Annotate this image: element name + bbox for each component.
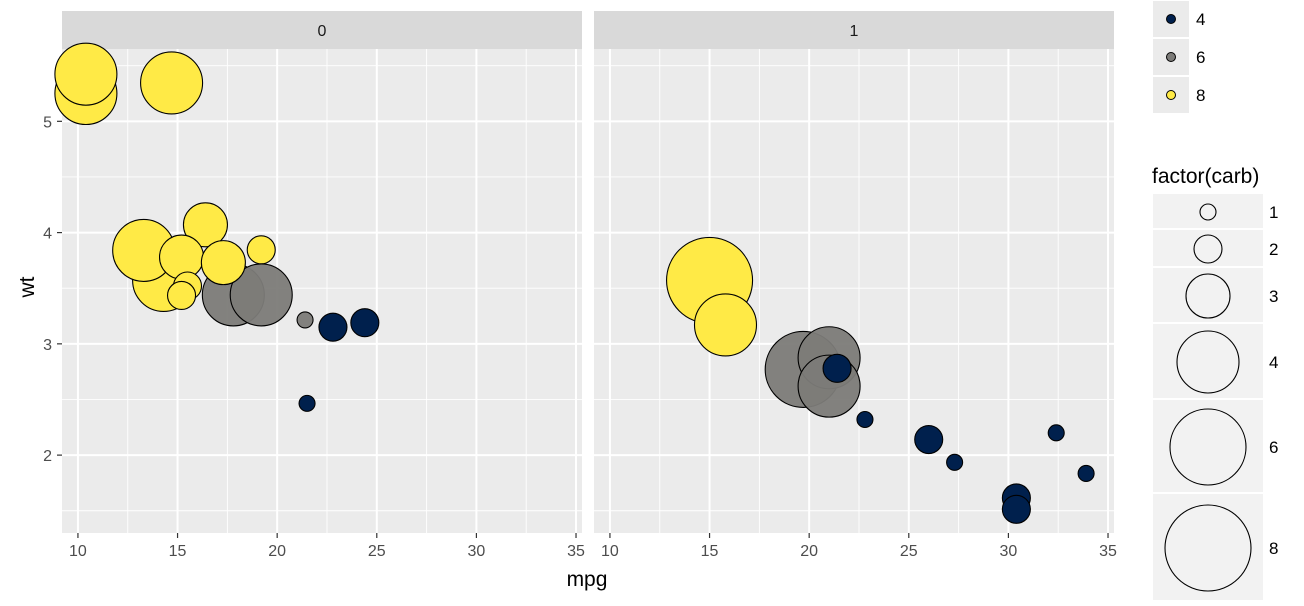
fill-legend-label: 6: [1196, 48, 1205, 67]
points-facet-0: [54, 42, 380, 412]
fill-legend-label: 8: [1196, 86, 1205, 105]
data-point: [350, 308, 380, 338]
data-point: [1001, 494, 1031, 524]
y-axis: 2 3 4 5: [43, 114, 62, 465]
data-point: [318, 312, 348, 342]
x-axis-title: mpg: [567, 568, 608, 591]
x-tick-label: 20: [800, 543, 818, 560]
size-legend-circle: [1169, 408, 1247, 486]
data-point: [166, 280, 197, 311]
size-legend-label: 4: [1269, 353, 1278, 372]
x-tick-label: 25: [368, 543, 386, 560]
data-point: [914, 424, 944, 455]
data-point: [182, 202, 228, 248]
size-legend-key: [1153, 268, 1263, 322]
size-legend-label: 6: [1269, 438, 1278, 457]
x-axis-facet-0: 10 15 20 25 30 35: [69, 533, 585, 560]
fill-legend-swatch: [1166, 52, 1176, 62]
y-tick-label: 5: [43, 114, 52, 131]
size-legend-circle: [1193, 234, 1223, 264]
y-tick-label: 4: [43, 226, 52, 243]
y-tick-label: 2: [43, 448, 52, 465]
size-legend-label: 2: [1269, 240, 1278, 259]
data-point: [946, 453, 964, 471]
data-point: [822, 353, 852, 383]
data-point: [54, 42, 118, 106]
size-legend-label: 1: [1269, 203, 1278, 222]
size-legend-label: 3: [1269, 287, 1278, 306]
size-legend-circle: [1164, 504, 1252, 592]
x-tick-label: 30: [468, 543, 486, 560]
x-tick-label: 15: [701, 543, 719, 560]
size-legend-key: [1153, 400, 1263, 492]
facet-strip: [594, 11, 1114, 49]
x-axes: 10 15 20 25 30 35 10 15 20 25 30 35: [69, 533, 1117, 560]
facet-panel-1: 1: [594, 11, 1114, 533]
size-legend-label: 8: [1269, 539, 1278, 558]
data-point: [296, 311, 314, 329]
data-point: [1077, 464, 1095, 483]
x-tick-label: 30: [1000, 543, 1018, 560]
data-point: [298, 394, 316, 412]
y-axis-title: wt: [16, 276, 39, 298]
size-legend-key: [1153, 194, 1263, 228]
facet-strip: [62, 11, 582, 49]
size-legend: factor(carb) 1 2 3 4 6 8: [1152, 165, 1278, 600]
data-point: [856, 410, 874, 429]
fill-legend-label: 4: [1196, 10, 1205, 29]
size-legend-circle: [1199, 203, 1217, 221]
size-legend-key: [1153, 324, 1263, 398]
data-point: [1047, 424, 1065, 442]
data-point: [200, 240, 246, 286]
data-point: [140, 51, 204, 115]
x-tick-label: 20: [268, 543, 286, 560]
x-tick-label: 10: [601, 543, 619, 560]
size-legend-circle: [1185, 273, 1231, 319]
y-tick-label: 3: [43, 337, 52, 354]
x-axis-facet-1: 10 15 20 25 30 35: [601, 533, 1117, 560]
x-tick-label: 35: [567, 543, 585, 560]
data-point: [158, 234, 205, 280]
x-tick-label: 25: [900, 543, 918, 560]
x-tick-label: 15: [169, 543, 187, 560]
facet-panel-0: 0: [54, 11, 582, 533]
facet-strip-label: 1: [850, 23, 859, 40]
facet-strip-label: 0: [318, 23, 327, 40]
fill-legend: 4 6 8: [1153, 1, 1205, 113]
x-tick-label: 35: [1099, 543, 1117, 560]
data-point: [246, 235, 276, 265]
points-facet-1: [666, 236, 1095, 524]
fill-legend-swatch: [1166, 14, 1176, 24]
size-legend-title: factor(carb): [1152, 165, 1259, 188]
size-legend-key: [1153, 230, 1263, 266]
data-point: [693, 293, 758, 357]
fill-legend-swatch: [1166, 90, 1176, 100]
x-tick-label: 10: [69, 543, 87, 560]
size-legend-circle: [1176, 330, 1240, 394]
size-legend-key: [1153, 494, 1263, 600]
